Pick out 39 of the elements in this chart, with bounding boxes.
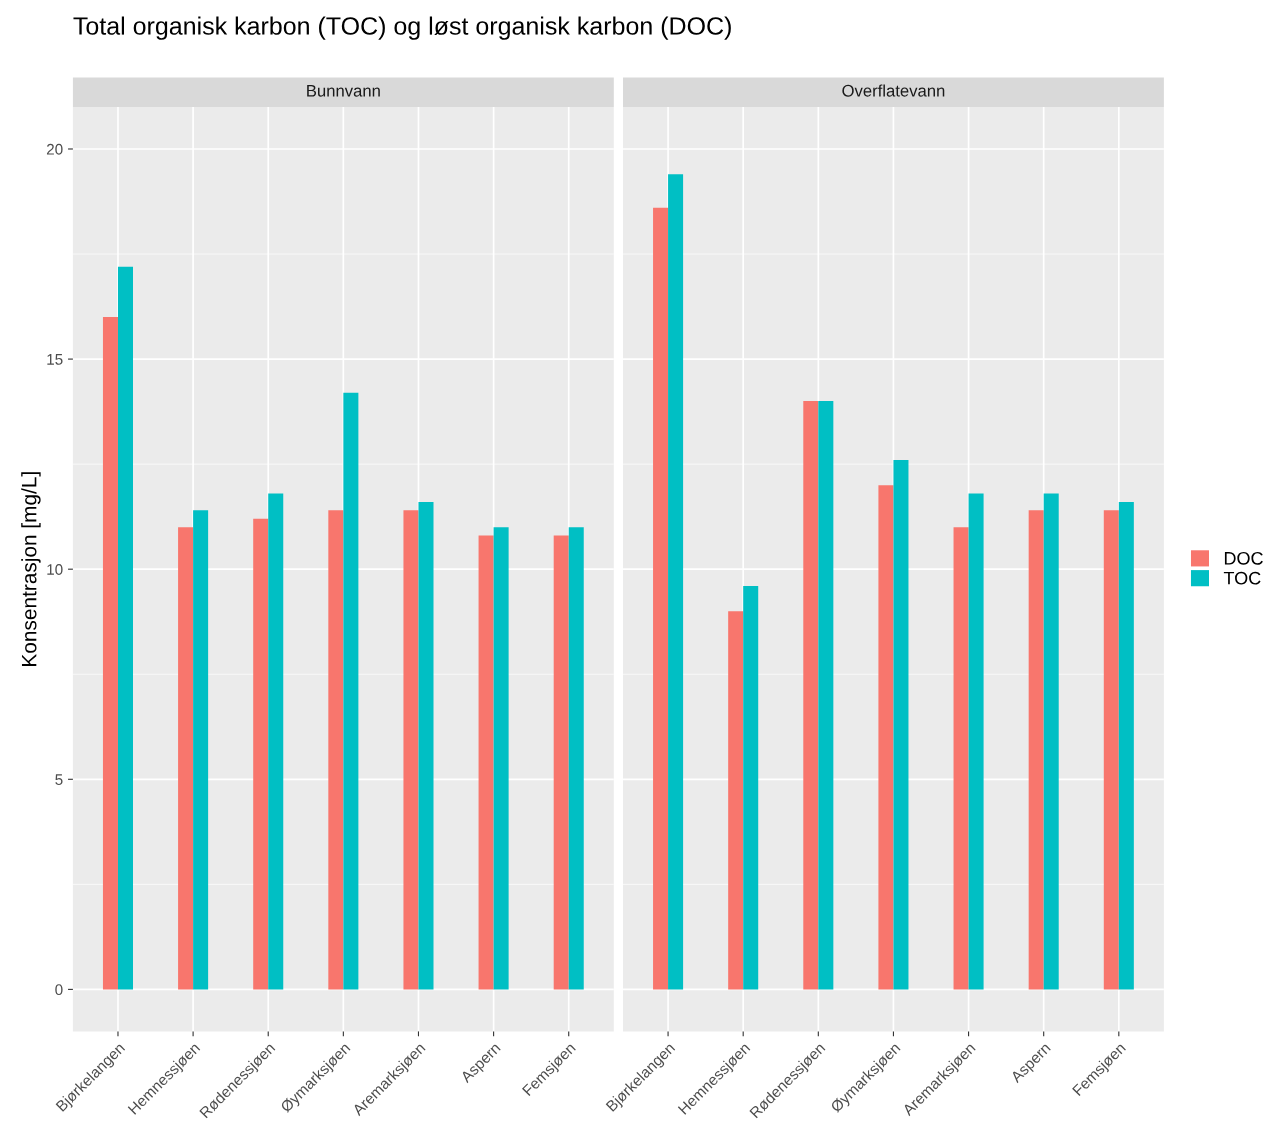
bar [968, 493, 984, 990]
bar [268, 493, 284, 990]
bar [728, 611, 744, 990]
bar [253, 518, 269, 990]
bar [568, 527, 584, 990]
y-tick-label: 15 [47, 354, 63, 365]
bar [328, 510, 344, 990]
y-tick-label: 20 [46, 143, 63, 155]
bar [403, 510, 419, 990]
y-tick-label: 0 [55, 984, 63, 996]
bar [953, 527, 969, 990]
bar [418, 501, 434, 990]
bar [178, 527, 194, 990]
bar [743, 586, 759, 990]
bar [1028, 510, 1044, 990]
bar [478, 535, 494, 990]
bar [878, 485, 894, 990]
chart-subtitle: Bunnvann [307, 85, 380, 97]
bar [102, 317, 118, 990]
bar [818, 401, 834, 990]
bar [803, 401, 819, 990]
y-tick-label: 5 [55, 774, 63, 785]
legend-label: DOC [1224, 551, 1263, 565]
y-tick-label: 10 [47, 564, 63, 575]
chart-title: Total organisk karbon (TOC) og løst organisk karbon (DOC) [73, 16, 731, 40]
bar [343, 392, 359, 990]
bar [553, 535, 569, 990]
bar [493, 527, 509, 990]
bar [1043, 493, 1059, 990]
bar [117, 266, 133, 990]
y-axis-title: Konsentrasjon [mg/L] [21, 472, 41, 666]
bar [893, 459, 909, 990]
bar [193, 510, 209, 990]
bar [1103, 510, 1119, 990]
bar [668, 174, 684, 990]
bar [653, 207, 669, 990]
legend-label: TOC [1223, 571, 1261, 585]
bar [1118, 501, 1134, 990]
chart-subtitle: Overflatevann [842, 84, 945, 97]
